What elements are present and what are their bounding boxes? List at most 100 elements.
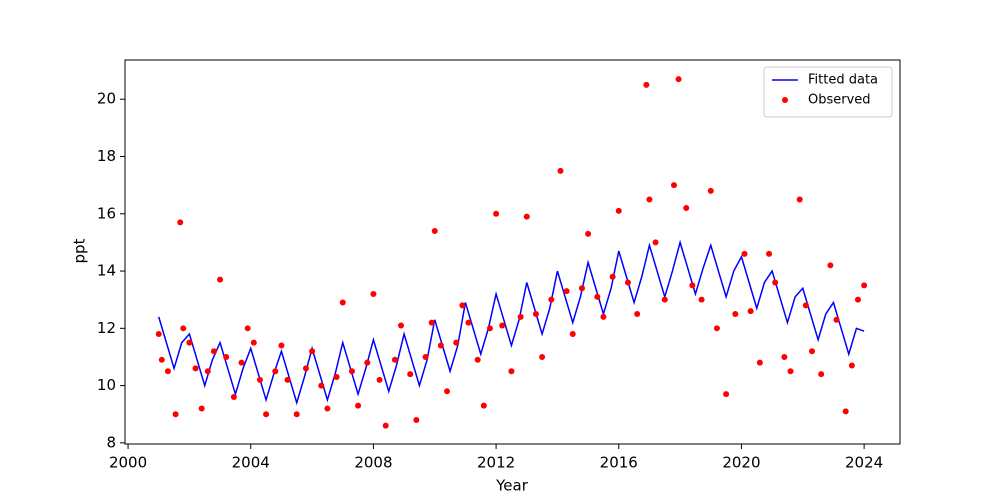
observed-point (634, 310, 641, 317)
observed-point (600, 313, 607, 320)
observed-point (539, 353, 546, 360)
observed-point (370, 290, 377, 297)
observed-point (407, 371, 414, 378)
observed-point (818, 371, 825, 378)
observed-point (569, 331, 576, 338)
observed-point (223, 353, 230, 360)
observed-point (284, 376, 291, 383)
observed-point (842, 408, 849, 415)
observed-point (652, 239, 659, 246)
observed-point (391, 356, 398, 363)
observed-point (594, 293, 601, 300)
observed-point (499, 322, 506, 329)
plot-frame (124, 59, 901, 445)
x-tick-label: 2008 (354, 454, 392, 472)
x-tick-label: 2004 (232, 454, 270, 472)
observed-point (186, 339, 193, 346)
observed-point (256, 376, 263, 383)
observed-point (802, 302, 809, 309)
observed-point (615, 207, 622, 214)
observed-point (428, 319, 435, 326)
observed-point (480, 402, 487, 409)
observed-point (861, 282, 868, 289)
observed-point (517, 313, 524, 320)
y-axis-label: ppt (71, 238, 89, 263)
observed-point (670, 182, 677, 189)
observed-point (348, 368, 355, 375)
observed-point (422, 353, 429, 360)
observed-point (413, 416, 420, 423)
observed-point (646, 196, 653, 203)
observed-point (324, 405, 331, 412)
observed-point (204, 368, 211, 375)
observed-point (787, 368, 794, 375)
observed-point (278, 342, 285, 349)
observed-point (766, 250, 773, 257)
y-tick-label: 16 (97, 204, 116, 222)
observed-point (172, 411, 179, 418)
observed-point (563, 288, 570, 295)
y-tick-label: 8 (106, 433, 116, 451)
observed-point (198, 405, 205, 412)
legend-label: Observed (808, 93, 871, 108)
observed-point (675, 76, 682, 83)
observed-point (238, 359, 245, 366)
y-tick-label: 10 (97, 376, 116, 394)
observed-point (557, 167, 564, 174)
legend-label: Fitted data (808, 73, 878, 88)
y-tick-label: 20 (97, 90, 116, 108)
observed-point (459, 302, 466, 309)
observed-point (302, 365, 309, 372)
observed-point (781, 353, 788, 360)
observed-point (382, 422, 389, 429)
observed-point (355, 402, 362, 409)
observed-point (854, 296, 861, 303)
observed-point (713, 325, 720, 332)
observed-point (707, 187, 714, 194)
observed-point (486, 325, 493, 332)
observed-point (364, 359, 371, 366)
legend: Fitted data Observed (763, 66, 893, 118)
observed-point (164, 368, 171, 375)
x-tick-label: 2024 (845, 454, 883, 472)
observed-point (230, 394, 237, 401)
observed-point (756, 359, 763, 366)
observed-point (250, 339, 257, 346)
observed-point (689, 282, 696, 289)
observed-point (833, 316, 840, 323)
observed-point (465, 319, 472, 326)
observed-point (772, 279, 779, 286)
observed-point (293, 411, 300, 418)
observed-point (747, 308, 754, 315)
observed-point (661, 296, 668, 303)
observed-point (309, 348, 316, 355)
observed-point (578, 285, 585, 292)
legend-dot (782, 97, 788, 103)
observed-point (244, 325, 251, 332)
observed-point (180, 325, 187, 332)
observed-point (624, 279, 631, 286)
x-tick-label: 2012 (477, 454, 515, 472)
x-tick-label: 2000 (109, 454, 147, 472)
y-tick-label: 14 (97, 262, 116, 280)
fitted-line (158, 239, 865, 406)
observed-point (158, 356, 165, 363)
observed-point (437, 342, 444, 349)
observed-point (217, 276, 224, 283)
observed-point (210, 348, 217, 355)
observed-point (827, 262, 834, 269)
observed-point (609, 273, 616, 280)
observed-point (339, 299, 346, 306)
observed-point (474, 356, 481, 363)
observed-point (585, 230, 592, 237)
observed-point (808, 348, 815, 355)
y-tick-label: 12 (97, 319, 116, 337)
observed-point (333, 373, 340, 380)
observed-point (376, 376, 383, 383)
x-tick-label: 2016 (600, 454, 638, 472)
observed-point (318, 382, 325, 389)
observed-point (523, 213, 530, 220)
observed-point (732, 310, 739, 317)
observed-point (796, 196, 803, 203)
observed-point (192, 365, 199, 372)
